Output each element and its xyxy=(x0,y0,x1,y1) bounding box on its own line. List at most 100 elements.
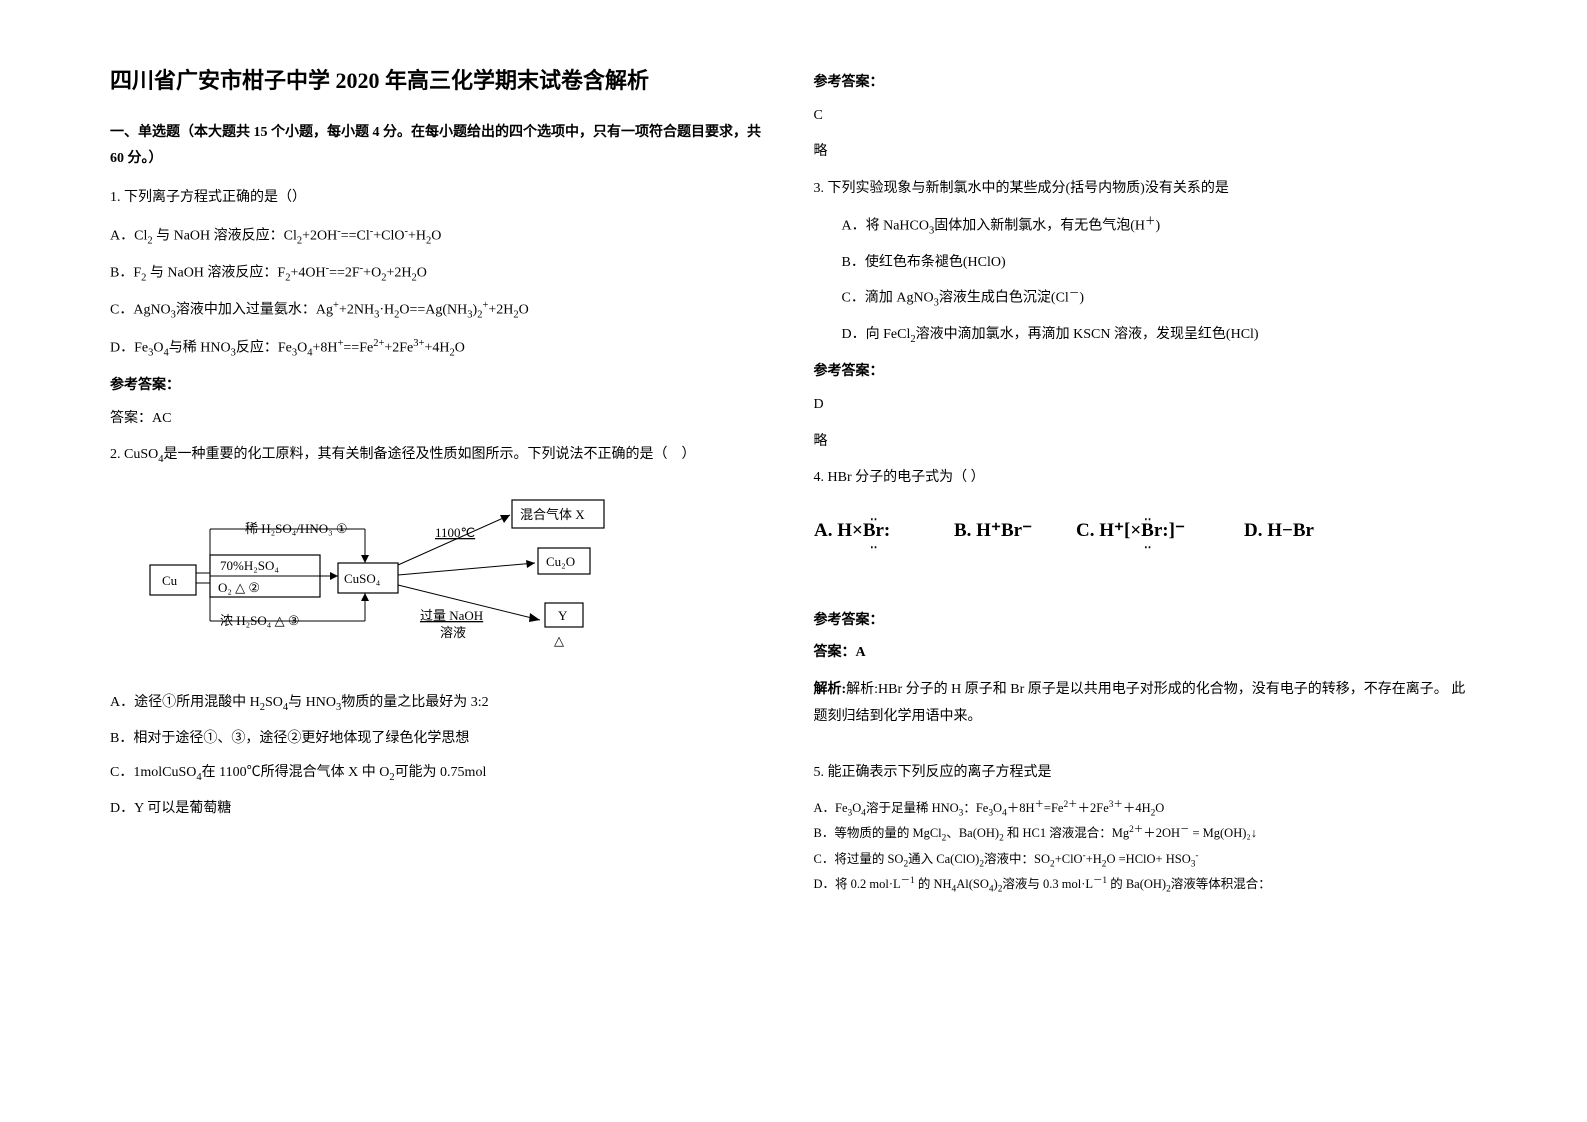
text: O =HClO+ HSO xyxy=(1106,852,1190,866)
naoh-label: 过量 NaOH xyxy=(420,608,483,623)
text: A．途径①所用混酸中 H xyxy=(110,695,260,710)
text: O xyxy=(153,340,163,355)
text: +H xyxy=(1086,852,1102,866)
text: 固体加入新制氯水，有无色气泡(H xyxy=(934,219,1145,234)
text: +2Fe xyxy=(384,340,413,355)
text: +8H xyxy=(312,340,337,355)
text: C．AgNO xyxy=(110,303,171,318)
text: 、Ba(OH) xyxy=(946,827,999,841)
text: ＋4H xyxy=(1123,801,1151,815)
q3-opt-d: D．向 FeCl2溶液中滴加氯水，再滴加 KSCN 溶液，发现呈红色(HCl) xyxy=(814,322,1478,350)
q1-opt-a: A．Cl2 与 NaOH 溶液反应：Cl2+2OH-==Cl-+ClO-+H2O xyxy=(110,222,774,251)
q5-opt-c: C．将过量的 SO2通入 Ca(ClO)2溶液中：SO2+ClO-+H2O =H… xyxy=(814,848,1478,874)
left-column: 四川省广安市柑子中学 2020 年高三化学期末试卷含解析 一、单选题（本大题共 … xyxy=(90,60,794,1082)
cu2o-label: Cu₂O xyxy=(546,554,575,569)
text: D．将 0.2 mol·L xyxy=(814,878,901,892)
text: O xyxy=(431,228,441,243)
svg-text:‥: ‥ xyxy=(870,511,877,523)
text: D．向 FeCl xyxy=(842,327,911,342)
q4-explain: 解析:解析:HBr 分子的 H 原子和 Br 原子是以共用电子对形成的化合物，没… xyxy=(814,677,1478,730)
q3-opt-a: A．将 NaHCO3固体加入新制氯水，有无色气泡(H＋) xyxy=(814,212,1478,241)
text: ＋2Fe xyxy=(1078,801,1109,815)
q1-opt-d: D．Fe3O4与稀 HNO3反应：Fe3O4+8H+==Fe2++2Fe3++4… xyxy=(110,334,774,363)
text: A．将 NaHCO xyxy=(842,219,930,234)
text: +2H xyxy=(386,266,411,281)
svg-text:‥: ‥ xyxy=(1144,511,1151,523)
text: +2H xyxy=(488,303,513,318)
q2-stem: 2. CuSO4是一种重要的化工原料，其有关制备途径及性质如图所示。下列说法不正… xyxy=(110,442,774,470)
text: O xyxy=(852,801,861,815)
text: 可能为 0.75mol xyxy=(395,765,487,780)
text: ·H xyxy=(379,303,394,318)
q4-ans-text: 答案：A xyxy=(814,640,1478,667)
q3-ans-label: 参考答案： xyxy=(814,359,1478,386)
text: 反应：Fe xyxy=(236,340,292,355)
text: A．Cl xyxy=(110,228,147,243)
text: 和 HC1 溶液混合：Mg xyxy=(1004,827,1129,841)
o2-label: O₂ △ ② xyxy=(218,580,260,595)
text: 溶液生成白色沉淀(Cl xyxy=(939,291,1069,306)
q1-ans-label: 参考答案： xyxy=(110,373,774,400)
q1-opt-c: C．AgNO3溶液中加入过量氨水：Ag++2NH3·H2O==Ag(NH3)2+… xyxy=(110,296,774,325)
cu-label: Cu xyxy=(162,573,178,588)
q3-opt-b: B．使红色布条褪色(HClO) xyxy=(814,250,1478,277)
q2-opt-c: C．1molCuSO4在 1100℃所得混合气体 X 中 O2可能为 0.75m… xyxy=(110,760,774,788)
q1-opt-b: B．F2 与 NaOH 溶液反应：F2+4OH-==2F-+O2+2H2O xyxy=(110,259,774,288)
text: 解析:HBr 分子的 H 原子和 Br 原子是以共用电子对形成的化合物，没有电子… xyxy=(814,682,1466,724)
q2-diagram: Cu 稀 H₂SO₄/HNO₃ ① 70%H₂SO₄ O₂ △ ② 浓 H₂SO… xyxy=(140,485,774,675)
text: C．滴加 AgNO xyxy=(842,291,934,306)
text: SO xyxy=(265,695,283,710)
text: +ClO xyxy=(1055,852,1083,866)
text: 溶液中加入过量氨水：Ag xyxy=(176,303,333,318)
text: O xyxy=(297,340,307,355)
text: 溶液中滴加氯水，再滴加 KSCN 溶液，发现呈红色(HCl) xyxy=(916,327,1259,342)
text: =Fe xyxy=(1044,801,1064,815)
q2-lue: 略 xyxy=(814,139,1478,166)
q5-opt-b: B．等物质的量的 MgCl2、Ba(OH)2 和 HC1 溶液混合：Mg2＋＋2… xyxy=(814,822,1478,848)
text: = Mg(OH)₂↓ xyxy=(1189,827,1257,841)
text: 溶液中：SO xyxy=(984,852,1050,866)
text: +2OH xyxy=(302,228,337,243)
text: ==Cl xyxy=(341,228,370,243)
text: 溶液等体积混合： xyxy=(1171,878,1271,892)
q1-stem: 1. 下列离子方程式正确的是（） xyxy=(110,185,774,212)
text: 与稀 HNO xyxy=(169,340,231,355)
formula-b: B. H⁺Br⁻ xyxy=(954,520,1032,541)
section-heading: 一、单选题（本大题共 15 个小题，每小题 4 分。在每小题给出的四个选项中，只… xyxy=(110,120,774,173)
text: B．F xyxy=(110,266,141,281)
text: 与 NaOH 溶液反应：Cl xyxy=(153,228,297,243)
q3-opt-c: C．滴加 AgNO3溶液生成白色沉淀(Cl－) xyxy=(814,284,1478,313)
text: 2. CuSO xyxy=(110,447,158,462)
text: +O xyxy=(363,266,381,281)
text: ==2F xyxy=(329,266,360,281)
q1-ans-text: 答案：AC xyxy=(110,406,774,433)
text: 的 NH xyxy=(915,878,952,892)
h2so4-label: 70%H₂SO₄ xyxy=(220,558,279,573)
text: O xyxy=(519,303,529,318)
text: 与 NaOH 溶液反应：F xyxy=(146,266,285,281)
text: O xyxy=(1155,801,1164,815)
solution-label: 溶液 xyxy=(440,625,466,640)
text: 溶于足量稀 HNO xyxy=(866,801,959,815)
q2-opt-a: A．途径①所用混酸中 H2SO4与 HNO3物质的量之比最好为 3:2 xyxy=(110,690,774,718)
text: ==Fe xyxy=(343,340,373,355)
formula-c: C. H⁺[×Br:]⁻ xyxy=(1076,520,1185,541)
gasx-label: 混合气体 X xyxy=(520,507,585,522)
text: 在 1100℃所得混合气体 X 中 O xyxy=(202,765,390,780)
text: +H xyxy=(408,228,426,243)
text: +4H xyxy=(424,340,449,355)
text: 与 HNO xyxy=(288,695,336,710)
text: 的 Ba(OH) xyxy=(1107,878,1166,892)
svg-text:‥: ‥ xyxy=(1144,539,1151,551)
text: 是一种重要的化工原料，其有关制备途径及性质如图所示。下列说法不正确的是（ ） xyxy=(163,447,695,462)
text: C．1molCuSO xyxy=(110,765,196,780)
formula-d: D. H−Br xyxy=(1244,520,1314,541)
text: ：Fe xyxy=(963,801,988,815)
q3-lue: 略 xyxy=(814,429,1478,456)
right-column: 参考答案： C 略 3. 下列实验现象与新制氯水中的某些成分(括号内物质)没有关… xyxy=(794,60,1498,1082)
q5-opt-d: D．将 0.2 mol·L－1 的 NH4Al(SO4)2溶液与 0.3 mol… xyxy=(814,873,1478,899)
q2-ans-label: 参考答案： xyxy=(814,70,1478,97)
formula-a: A. H×Br: xyxy=(814,520,890,541)
text: +4OH xyxy=(290,266,325,281)
q2-opt-b: B．相对于途径①、③，途径②更好地体现了绿色化学思想 xyxy=(110,726,774,753)
